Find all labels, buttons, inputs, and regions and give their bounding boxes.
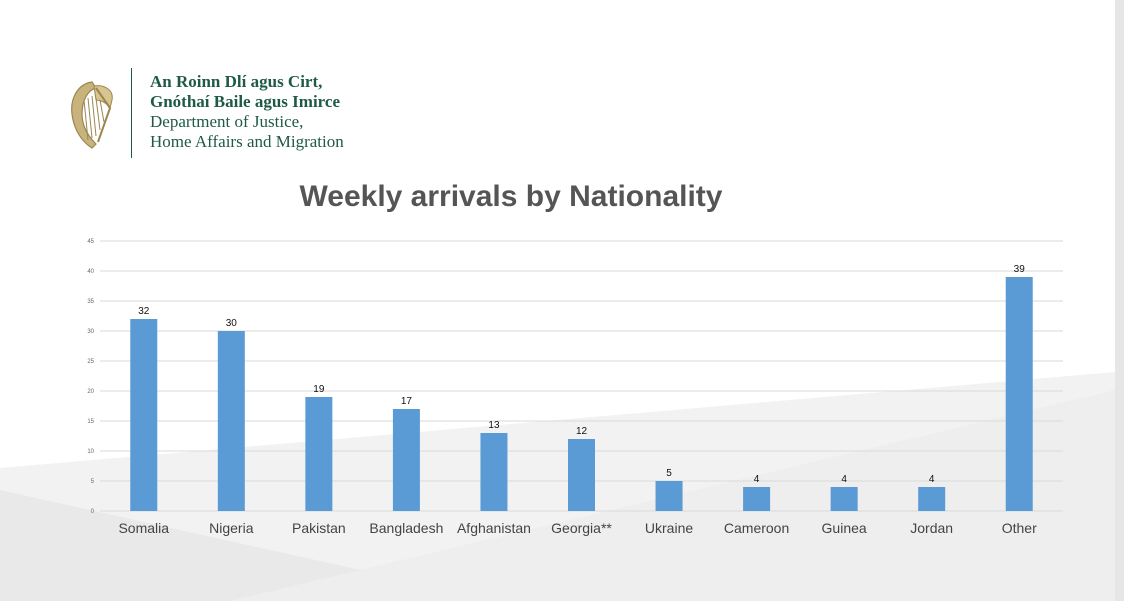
x-tick-label: Afghanistan xyxy=(457,520,531,536)
y-tick-label: 5 xyxy=(91,479,95,485)
org-name-irish-line2: Gnóthaí Baile agus Imirce xyxy=(150,92,340,111)
org-name-english-line1: Department of Justice, xyxy=(150,112,304,131)
data-label: 39 xyxy=(1014,264,1026,275)
x-tick-label: Pakistan xyxy=(292,520,346,536)
org-name-english-line2: Home Affairs and Migration xyxy=(150,132,344,151)
data-label: 17 xyxy=(401,396,413,407)
data-label: 4 xyxy=(754,474,760,485)
x-tick-label: Guinea xyxy=(822,520,867,536)
y-tick-label: 35 xyxy=(87,299,94,305)
data-label: 30 xyxy=(226,318,238,329)
chart-title: Weekly arrivals by Nationality xyxy=(299,180,723,213)
department-name: An Roinn Dlí agus Cirt, Gnóthaí Baile ag… xyxy=(150,72,344,152)
y-tick-label: 30 xyxy=(87,329,94,335)
bar xyxy=(1005,277,1033,511)
x-tick-label: Nigeria xyxy=(209,520,254,536)
data-label: 5 xyxy=(666,468,672,479)
data-label: 4 xyxy=(841,474,847,485)
bar xyxy=(918,487,946,511)
bar xyxy=(743,487,771,511)
y-tick-label: 0 xyxy=(91,509,95,515)
x-tick-label: Ukraine xyxy=(645,520,693,536)
data-label: 12 xyxy=(576,426,588,437)
y-tick-label: 25 xyxy=(87,359,94,365)
bar xyxy=(830,487,858,511)
x-tick-label: Cameroon xyxy=(724,520,789,536)
x-tick-label: Other xyxy=(1002,520,1037,536)
data-label: 4 xyxy=(929,474,935,485)
y-tick-label: 15 xyxy=(87,419,94,425)
harp-emblem-icon xyxy=(71,81,113,149)
logo-divider xyxy=(131,68,132,158)
x-tick-label: Jordan xyxy=(910,520,953,536)
bar xyxy=(480,433,508,511)
department-logo: An Roinn Dlí agus Cirt, Gnóthaí Baile ag… xyxy=(66,68,396,160)
y-tick-label: 20 xyxy=(87,389,94,395)
bar xyxy=(130,319,158,511)
bar xyxy=(392,409,420,511)
data-label: 13 xyxy=(488,420,500,431)
y-tick-label: 45 xyxy=(87,239,94,245)
org-name-irish-line1: An Roinn Dlí agus Cirt, xyxy=(150,72,323,91)
y-tick-label: 40 xyxy=(87,269,94,275)
data-label: 32 xyxy=(138,306,150,317)
data-label: 19 xyxy=(313,384,325,395)
bar xyxy=(655,481,683,511)
y-tick-label: 10 xyxy=(87,449,94,455)
x-tick-label: Somalia xyxy=(118,520,169,536)
x-tick-label: Georgia** xyxy=(551,520,612,536)
bar xyxy=(305,397,333,511)
bar xyxy=(217,331,245,511)
bar xyxy=(568,439,595,511)
window-edge-bar xyxy=(1115,0,1124,601)
x-tick-label: Bangladesh xyxy=(369,520,443,536)
